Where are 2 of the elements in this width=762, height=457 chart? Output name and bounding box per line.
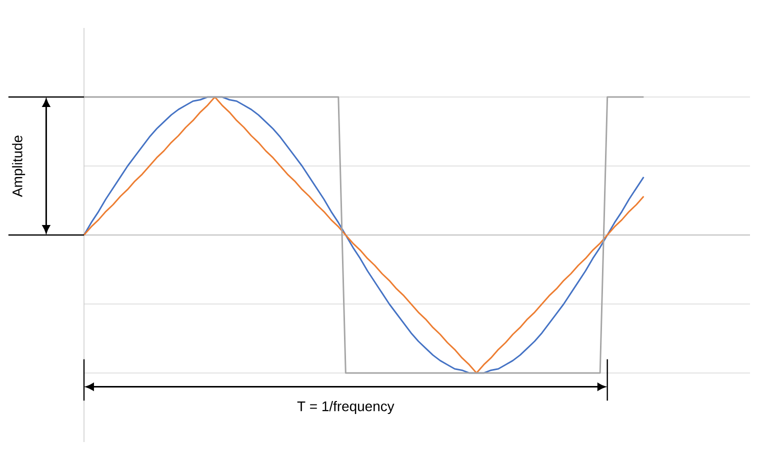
text: Amplitude — [12, 136, 26, 197]
text: T = 1/frequency — [297, 400, 394, 414]
